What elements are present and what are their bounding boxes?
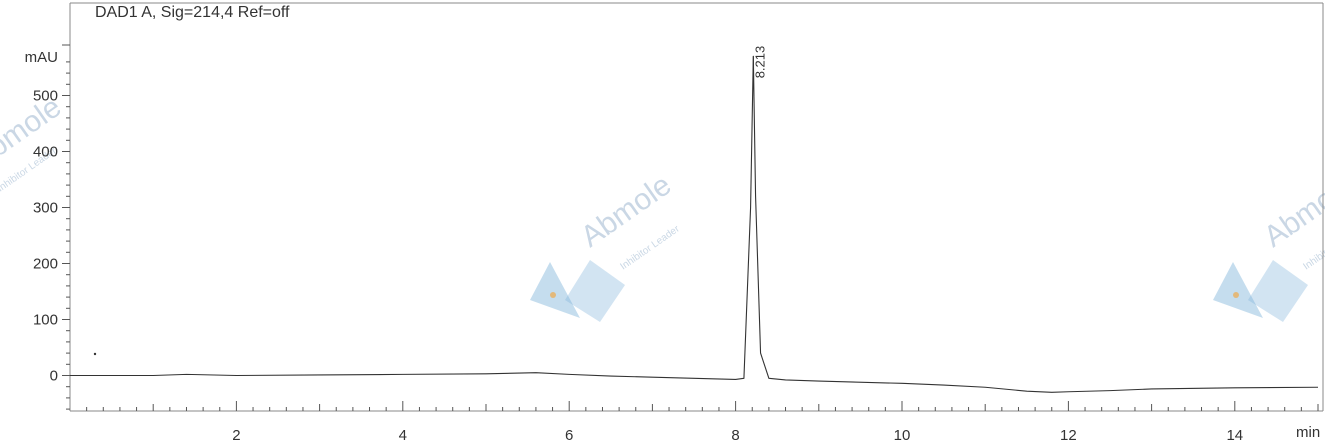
watermark-shape: [1213, 262, 1263, 318]
series-layer: [70, 55, 1319, 393]
x-tick-label: 10: [894, 427, 911, 443]
x-tick-label: 14: [1226, 427, 1243, 443]
x-tick-label: 6: [565, 427, 573, 443]
baseline-dot: [93, 352, 97, 356]
axes: 0 100 200 300 400 500 mAU 2 4 6 8 10 12 14 min: [25, 44, 1320, 444]
watermark-tagline: Inhibitor Leader: [618, 223, 682, 272]
x-tick-label: 2: [232, 427, 240, 443]
y-tick-label: 300: [33, 200, 58, 217]
labels-layer: DAD1 A, Sig=214,4 Ref=off 8.213: [93, 4, 767, 356]
y-axis-label: mAU: [25, 49, 58, 66]
watermark-shape: [530, 262, 580, 318]
y-tick-label: 100: [33, 312, 58, 329]
x-axis-label: min: [1296, 424, 1320, 441]
y-tick-label: 400: [33, 144, 58, 161]
watermark-dot: [1233, 292, 1239, 298]
chromatogram-trace: [70, 55, 1319, 393]
watermark-shape: [1248, 260, 1308, 322]
y-tick-label: 200: [33, 256, 58, 273]
x-tick-label: 12: [1060, 427, 1077, 443]
chart-title: DAD1 A, Sig=214,4 Ref=off: [95, 4, 290, 21]
y-tick-label: 500: [33, 88, 58, 105]
watermark-dot: [550, 292, 556, 298]
x-tick-label: 8: [731, 427, 739, 443]
watermark-brand: Abmole: [1258, 168, 1325, 253]
peak-label: 8.213: [752, 46, 767, 79]
watermark-shape: [565, 260, 625, 322]
x-tick-label: 4: [399, 427, 407, 443]
plot-frame: [69, 2, 1324, 412]
y-tick-label: 0: [50, 368, 58, 385]
